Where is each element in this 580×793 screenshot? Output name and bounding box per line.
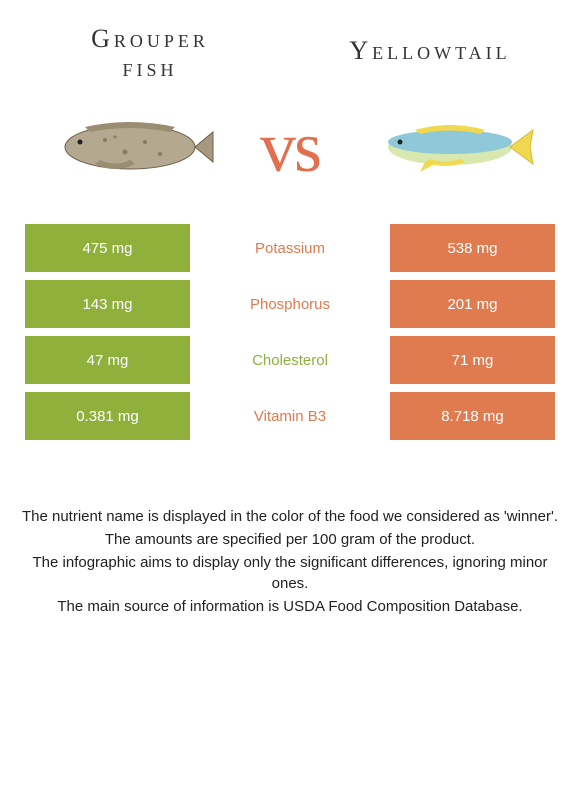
nutrient-row: 47 mgCholesterol71 mg xyxy=(25,334,555,386)
left-title-line1: Grouper xyxy=(60,25,240,54)
nutrient-name: Cholesterol xyxy=(190,352,390,369)
nutrient-name: Potassium xyxy=(190,240,390,257)
vs-row: vs xyxy=(0,92,580,222)
footer-line-2: The amounts are specified per 100 gram o… xyxy=(20,529,560,550)
nutrient-right-value: 538 mg xyxy=(390,224,555,272)
footer-line-3: The infographic aims to display only the… xyxy=(20,552,560,594)
nutrient-name: Phosphorus xyxy=(190,296,390,313)
footer-notes: The nutrient name is displayed in the co… xyxy=(0,446,580,617)
nutrient-table: 475 mgPotassium538 mg143 mgPhosphorus201… xyxy=(0,222,580,442)
nutrient-row: 0.381 mgVitamin B38.718 mg xyxy=(25,390,555,442)
header: Grouper fish Yellowtail xyxy=(0,0,580,92)
nutrient-right-value: 201 mg xyxy=(390,280,555,328)
yellowtail-fish-icon xyxy=(360,102,540,192)
left-title-line2: fish xyxy=(60,54,240,83)
footer-line-4: The main source of information is USDA F… xyxy=(20,596,560,617)
right-food-title: Yellowtail xyxy=(340,25,520,82)
nutrient-left-value: 47 mg xyxy=(25,336,190,384)
nutrient-left-value: 0.381 mg xyxy=(25,392,190,440)
footer-line-1: The nutrient name is displayed in the co… xyxy=(20,506,560,527)
nutrient-left-value: 143 mg xyxy=(25,280,190,328)
nutrient-right-value: 8.718 mg xyxy=(390,392,555,440)
vs-text: vs xyxy=(260,106,320,189)
nutrient-right-value: 71 mg xyxy=(390,336,555,384)
grouper-fish-icon xyxy=(40,102,220,192)
right-title-text: Yellowtail xyxy=(349,36,510,65)
nutrient-left-value: 475 mg xyxy=(25,224,190,272)
nutrient-name: Vitamin B3 xyxy=(190,408,390,425)
nutrient-row: 475 mgPotassium538 mg xyxy=(25,222,555,274)
left-food-title: Grouper fish xyxy=(60,25,240,82)
nutrient-row: 143 mgPhosphorus201 mg xyxy=(25,278,555,330)
